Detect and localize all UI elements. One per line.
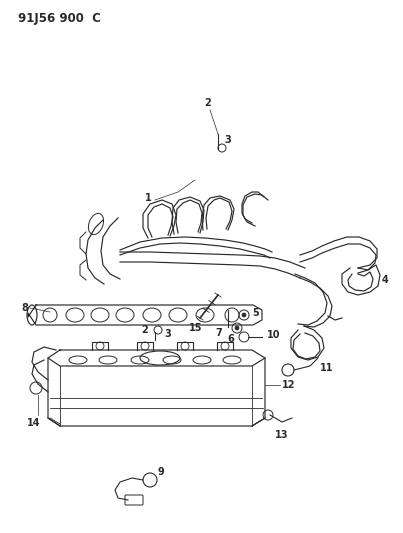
Text: 10: 10 [267, 330, 280, 340]
Text: 2: 2 [205, 98, 212, 108]
Text: 8: 8 [21, 303, 28, 313]
Circle shape [242, 313, 246, 317]
Text: 7: 7 [215, 328, 222, 338]
Text: 2: 2 [141, 325, 148, 335]
Text: 5: 5 [252, 308, 259, 318]
Text: 11: 11 [320, 363, 334, 373]
Circle shape [235, 326, 239, 330]
Text: 3: 3 [164, 329, 171, 339]
Text: 4: 4 [382, 275, 389, 285]
Text: 3: 3 [224, 135, 231, 145]
Text: 1: 1 [145, 193, 152, 203]
Text: 15: 15 [189, 323, 203, 333]
Text: 13: 13 [275, 430, 289, 440]
Text: 9: 9 [158, 467, 165, 477]
Text: 12: 12 [282, 380, 295, 390]
Text: 14: 14 [27, 418, 41, 428]
Text: 6: 6 [228, 334, 235, 344]
Text: 91J56 900  C: 91J56 900 C [18, 12, 101, 25]
